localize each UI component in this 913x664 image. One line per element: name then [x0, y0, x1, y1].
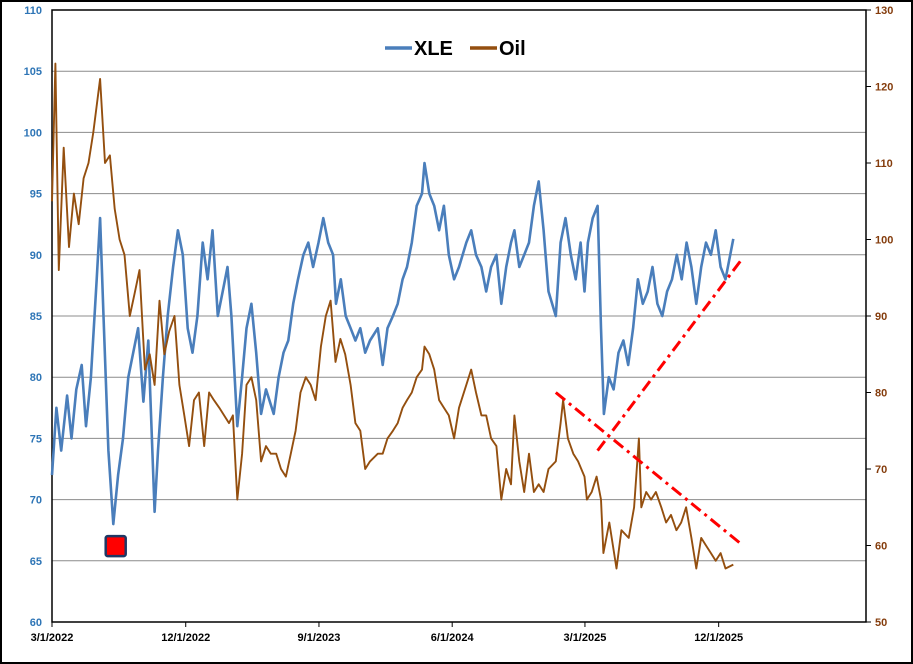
x-tick-label: 3/1/2025 — [564, 632, 607, 644]
left-y-tick-label: 105 — [24, 66, 42, 78]
oil-legend-label: Oil — [499, 38, 526, 60]
left-y-tick-label: 95 — [30, 189, 42, 201]
xle-series-line — [50, 161, 735, 526]
right-y-tick-label: 80 — [875, 388, 887, 400]
right-y-tick-label: 130 — [875, 5, 893, 17]
right-y-tick-label: 90 — [875, 311, 887, 323]
series-lines — [50, 62, 735, 570]
left-y-tick-label: 85 — [30, 311, 42, 323]
right-y-tick-label: 100 — [875, 235, 893, 247]
right-y-tick-label: 110 — [875, 158, 893, 170]
left-y-tick-label: 90 — [30, 250, 42, 262]
left-y-tick-label: 65 — [30, 556, 42, 568]
x-tick-label: 6/1/2024 — [431, 632, 475, 644]
x-tick-label: 12/1/2025 — [694, 632, 743, 644]
x-axis: 3/1/2022 12/1/2022 9/1/2023 6/1/2024 3/1/202… — [31, 622, 743, 644]
trendline — [554, 391, 744, 547]
right-y-tick-label: 120 — [875, 82, 893, 94]
left-y-tick-label: 70 — [30, 495, 42, 507]
x-tick-label: 9/1/2023 — [298, 632, 341, 644]
x-tick-label: 3/1/2022 — [31, 632, 74, 644]
trendline — [596, 260, 742, 452]
left-y-axis: 60 65 70 75 80 85 90 95 100 105 110 — [24, 5, 42, 629]
annotations — [104, 260, 744, 558]
left-y-tick-label: 100 — [24, 127, 42, 139]
right-y-tick-label: 60 — [875, 541, 887, 553]
left-y-tick-label: 60 — [30, 617, 42, 629]
left-y-tick-label: 75 — [30, 433, 42, 445]
x-tick-label: 12/1/2022 — [161, 632, 210, 644]
right-y-tick-label: 50 — [875, 617, 887, 629]
right-y-tick-label: 70 — [875, 464, 887, 476]
left-y-tick-label: 110 — [24, 5, 42, 17]
right-y-axis: 50 60 70 80 90 100 110 120 130 — [866, 5, 893, 629]
marker-square — [104, 534, 127, 558]
legend: XLE Oil — [385, 38, 526, 60]
xle-legend-label: XLE — [414, 38, 453, 60]
left-y-tick-label: 80 — [30, 372, 42, 384]
oil-series-line — [51, 62, 734, 570]
